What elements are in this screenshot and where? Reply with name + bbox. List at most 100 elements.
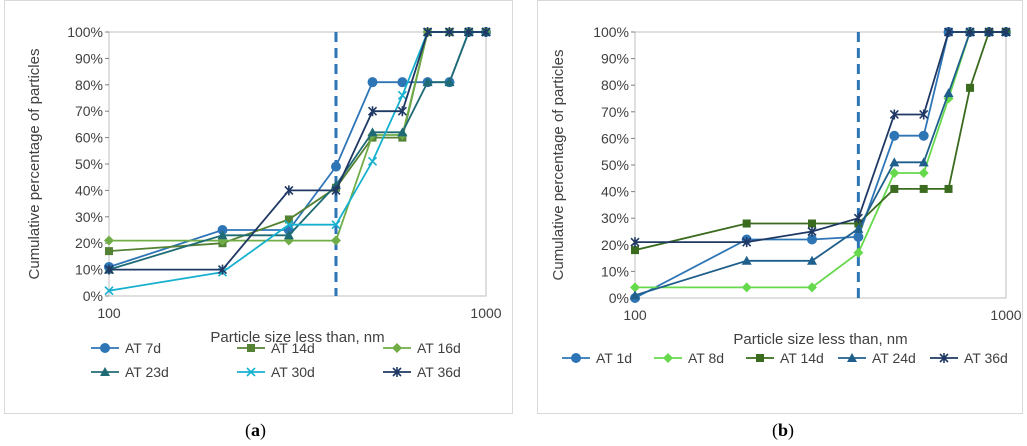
legend-entry: AT 8d bbox=[654, 350, 724, 366]
data-point bbox=[741, 255, 752, 265]
data-point bbox=[889, 109, 899, 120]
data-point bbox=[854, 219, 863, 228]
y-tick-label: 20% bbox=[601, 237, 629, 253]
data-point bbox=[630, 237, 640, 248]
data-point bbox=[853, 223, 864, 233]
data-point bbox=[853, 247, 864, 258]
legend-marker bbox=[663, 353, 673, 363]
data-point bbox=[397, 127, 408, 137]
series-at-30d bbox=[104, 27, 491, 296]
y-tick-label: 10% bbox=[601, 263, 629, 279]
data-point bbox=[284, 185, 294, 196]
legend-marker bbox=[247, 344, 255, 352]
x-tick-label: 1000 bbox=[990, 307, 1021, 323]
y-tick-label: 70% bbox=[601, 104, 629, 120]
data-point bbox=[397, 77, 408, 88]
data-point bbox=[853, 231, 864, 242]
data-point bbox=[807, 282, 818, 293]
y-tick-label: 100% bbox=[593, 24, 629, 40]
data-point bbox=[284, 215, 293, 224]
caption-a: (a) bbox=[245, 420, 266, 440]
legend-marker bbox=[847, 353, 857, 362]
x-tick-label: 100 bbox=[97, 305, 121, 321]
legend-label: AT 14d bbox=[780, 350, 824, 366]
data-point bbox=[919, 109, 929, 120]
y-tick-label: 30% bbox=[601, 210, 629, 226]
data-point bbox=[217, 264, 228, 275]
legend-label: AT 30d bbox=[271, 364, 315, 380]
legend-marker bbox=[939, 353, 949, 363]
data-point bbox=[889, 167, 900, 178]
data-point bbox=[397, 106, 407, 117]
legend-entry: AT 36d bbox=[383, 364, 461, 380]
legend-label: AT 8d bbox=[688, 350, 724, 366]
data-point bbox=[741, 282, 752, 293]
series-at-14d bbox=[631, 28, 1010, 255]
data-point bbox=[807, 234, 818, 245]
data-point bbox=[918, 157, 929, 167]
data-point bbox=[808, 219, 817, 228]
data-point bbox=[965, 27, 975, 37]
series-at-7d bbox=[104, 27, 491, 272]
data-point bbox=[331, 185, 341, 196]
legend-label: AT 23d bbox=[125, 364, 169, 380]
data-point bbox=[889, 157, 900, 167]
data-point bbox=[422, 77, 433, 87]
series-at-23d bbox=[104, 27, 491, 274]
x-axis-title: Particle size less than, nm bbox=[210, 329, 384, 346]
data-point bbox=[919, 184, 928, 193]
y-tick-label: 50% bbox=[75, 156, 103, 172]
y-axis-title: Cumulative percentage of particles bbox=[550, 50, 567, 281]
x-axis-title: Particle size less than, nm bbox=[733, 331, 907, 348]
legend-entry: AT 16d bbox=[383, 340, 461, 356]
y-tick-label: 60% bbox=[601, 130, 629, 146]
legend-entry: AT 7d bbox=[91, 340, 161, 356]
data-point bbox=[105, 247, 113, 256]
data-point bbox=[217, 230, 228, 240]
series-line bbox=[109, 31, 486, 242]
data-point bbox=[631, 246, 639, 255]
data-point bbox=[481, 27, 491, 37]
series-line bbox=[634, 31, 1006, 251]
data-point bbox=[104, 235, 114, 246]
legend-marker bbox=[246, 367, 256, 377]
chart-panel-b: 0% 10% 20% 30% 40% 50% 60% 70% 80% 90% 100% 100 1000… bbox=[537, 0, 1023, 414]
legend-entry: AT 14d bbox=[237, 340, 315, 356]
series-line bbox=[108, 31, 486, 268]
data-point bbox=[444, 77, 455, 87]
y-axis-title: Cumulative percentage of particles bbox=[26, 49, 43, 280]
data-point bbox=[890, 184, 899, 193]
legend-entry: AT 24d bbox=[838, 350, 916, 366]
data-point bbox=[630, 290, 640, 300]
legend-entry: AT 14d bbox=[746, 350, 824, 366]
series-line bbox=[634, 31, 1006, 297]
data-point bbox=[464, 27, 474, 37]
y-tick-label: 90% bbox=[75, 50, 103, 66]
chart-a: 0% 10% 20% 30% 40% 50% 60% 70% 80% 90% 100% 100 1000… bbox=[26, 24, 502, 380]
y-tick-label: 0% bbox=[83, 288, 103, 304]
data-point bbox=[742, 237, 752, 248]
legend-label: AT 16d bbox=[417, 340, 461, 356]
x-tick-label: 100 bbox=[623, 307, 647, 323]
data-point bbox=[944, 184, 953, 193]
legend-label: AT 36d bbox=[964, 350, 1008, 366]
caption-b: (b) bbox=[772, 420, 795, 440]
x-tick-label: 1000 bbox=[470, 305, 501, 321]
data-point bbox=[330, 235, 341, 246]
data-point bbox=[104, 264, 114, 275]
data-point bbox=[423, 27, 433, 37]
data-point bbox=[104, 286, 114, 296]
data-point bbox=[444, 27, 455, 37]
legend-label: AT 1d bbox=[596, 350, 632, 366]
data-point bbox=[217, 225, 228, 235]
data-point bbox=[889, 130, 900, 141]
data-point bbox=[367, 77, 378, 88]
legend-label: AT 7d bbox=[125, 340, 161, 356]
data-point bbox=[853, 213, 863, 224]
series-at-14d bbox=[105, 28, 490, 256]
y-tick-label: 40% bbox=[75, 182, 103, 198]
data-point bbox=[943, 27, 954, 37]
y-tick-label: 0% bbox=[609, 290, 629, 306]
y-tick-label: 50% bbox=[601, 157, 629, 173]
legend-entry: AT 36d bbox=[930, 350, 1008, 366]
